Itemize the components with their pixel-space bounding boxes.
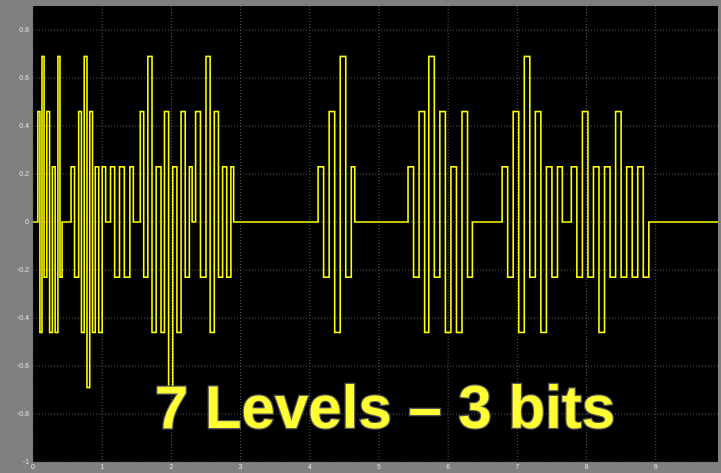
annotation: 7 Levels – 3 bits: [155, 374, 615, 441]
x-tick-label: 4: [308, 464, 312, 471]
x-tick-label: 6: [446, 464, 450, 471]
x-tick-label: 8: [585, 464, 589, 471]
y-tick-label: 0: [25, 219, 29, 226]
y-tick-label: -0.2: [17, 267, 29, 274]
y-tick-label: 0.6: [19, 75, 29, 82]
y-tick-label: 0.2: [19, 171, 29, 178]
x-tick-label: 2: [169, 464, 173, 471]
y-tick-label: -0.6: [17, 363, 29, 370]
x-tick-label: 7: [515, 464, 519, 471]
y-tick-label: 0.8: [19, 27, 29, 34]
y-tick-label: -0.8: [17, 411, 29, 418]
signal-line: [33, 55, 718, 389]
x-tick-label: 5: [377, 464, 381, 471]
signal: [33, 55, 718, 389]
y-tick-label: 0.4: [19, 123, 29, 130]
y-tick-label: -1: [23, 459, 29, 466]
x-tick-label: 3: [239, 464, 243, 471]
x-tick-label: 1: [100, 464, 104, 471]
x-tick-label: 9: [654, 464, 658, 471]
ticks: 0.80.60.40.20-0.2-0.4-0.6-0.8-10 1 2 3 4 5 6 7 8…: [17, 27, 658, 471]
y-tick-label: -0.4: [17, 315, 29, 322]
x-tick-label: 0: [31, 464, 35, 471]
